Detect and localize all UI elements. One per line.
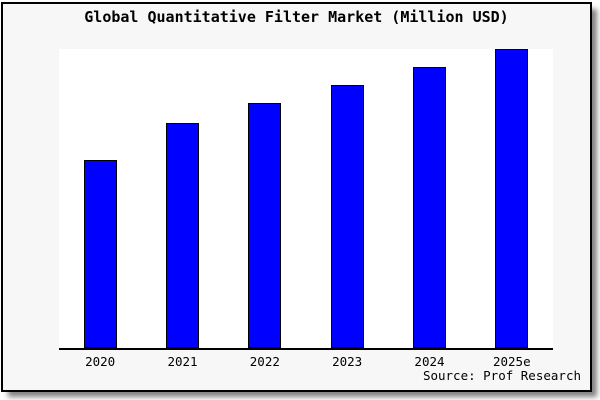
x-tick-label-2020: 2020 <box>85 354 116 369</box>
source-attribution: Source: Prof Research <box>422 368 581 383</box>
bar-2021 <box>165 123 199 348</box>
x-tick-label-2022: 2022 <box>249 354 280 369</box>
bar-slot-2023 <box>306 49 388 348</box>
bar-2024 <box>412 67 446 348</box>
x-axis-tick-labels: 2020 2021 2022 2023 2024 2025e <box>59 354 553 369</box>
bar-slot-2021 <box>141 49 223 348</box>
bar-2023 <box>330 85 364 348</box>
x-tick-label-2021: 2021 <box>167 354 198 369</box>
plot-area <box>59 49 553 350</box>
bar-slot-2020 <box>59 49 141 348</box>
x-tick-label-2023: 2023 <box>332 354 363 369</box>
bar-2025e <box>495 49 529 348</box>
bar-2022 <box>248 103 282 348</box>
bar-slot-2022 <box>224 49 306 348</box>
chart-title: Global Quantitative Filter Market (Milli… <box>84 8 509 26</box>
x-tick-label-2024: 2024 <box>414 354 445 369</box>
bar-2020 <box>83 160 117 348</box>
chart-figure: Global Quantitative Filter Market (Milli… <box>1 2 592 392</box>
x-tick-label-2025e: 2025e <box>492 354 531 369</box>
bar-slot-2024 <box>388 49 470 348</box>
bar-slot-2025e <box>471 49 553 348</box>
